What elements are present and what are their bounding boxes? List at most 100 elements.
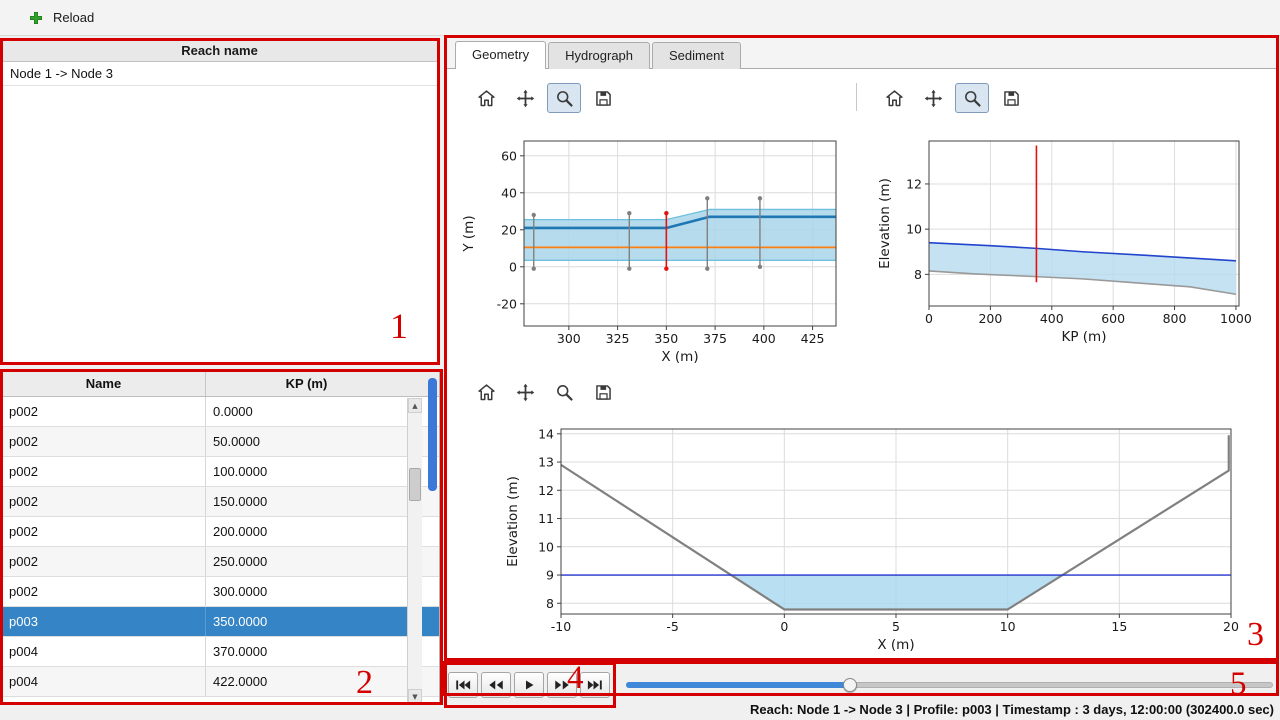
svg-text:200: 200: [978, 311, 1002, 326]
svg-text:20: 20: [1223, 619, 1239, 634]
svg-text:800: 800: [1163, 311, 1187, 326]
cell-kp: 50.0000: [213, 434, 260, 449]
cell-name: p002: [2, 457, 206, 486]
timestep-slider[interactable]: [626, 678, 1273, 692]
svg-text:13: 13: [538, 455, 554, 470]
table-row[interactable]: p004 422.0000: [2, 667, 439, 697]
rewind-icon: [489, 680, 503, 690]
cell-name: p004: [2, 667, 206, 696]
tab-hydrograph[interactable]: Hydrograph: [548, 42, 651, 69]
profile-chart-toolbar: [877, 83, 1028, 113]
svg-text:Y (m): Y (m): [461, 215, 477, 252]
cross-section-chart[interactable]: -10 -5 0 5 10 15 20 8 9 10 11 12 13 14 X (m) Elevation …: [449, 411, 1271, 661]
cell-kp: 100.0000: [213, 464, 268, 479]
slider-handle[interactable]: [842, 678, 857, 692]
table-row[interactable]: p002 0.0000: [2, 397, 439, 427]
profile-table-body: p002 0.0000 p002 50.0000 p002 100.0000 p002 150…: [2, 397, 439, 697]
cell-name: p002: [2, 547, 206, 576]
svg-text:X (m): X (m): [661, 349, 698, 365]
table-row[interactable]: p002 200.0000: [2, 517, 439, 547]
long-profile-chart[interactable]: 0 200 400 600 800 1000 8 10 12 KP (m) Elevation (m…: [866, 119, 1266, 371]
table-row[interactable]: p002 100.0000: [2, 457, 439, 487]
pan-icon: [516, 383, 534, 401]
panel-scrollbar-thumb[interactable]: [428, 378, 437, 491]
column-header-kp[interactable]: KP (m): [285, 376, 328, 391]
play-button[interactable]: [514, 672, 544, 698]
main-toolbar: Reload: [0, 0, 1280, 36]
svg-text:40: 40: [501, 185, 517, 200]
home-icon: [477, 383, 495, 400]
reach-list-item[interactable]: Node 1 -> Node 3: [2, 62, 437, 86]
svg-text:350: 350: [654, 331, 678, 346]
pan-icon: [924, 89, 942, 107]
column-header-name[interactable]: Name: [2, 372, 206, 396]
save-button[interactable]: [994, 83, 1028, 113]
skip-to-end-icon: [587, 680, 602, 690]
skip-to-start-icon: [456, 680, 471, 690]
table-scrollbar[interactable]: ▲ ▼: [407, 398, 422, 703]
toolbar-separator: [856, 83, 857, 111]
zoom-icon: [964, 90, 981, 107]
table-row[interactable]: p002 300.0000: [2, 577, 439, 607]
zoom-icon: [556, 90, 573, 107]
pan-button[interactable]: [916, 83, 950, 113]
table-row[interactable]: p003 350.0000: [2, 607, 439, 637]
table-row[interactable]: p002 150.0000: [2, 487, 439, 517]
zoom-button[interactable]: [955, 83, 989, 113]
zoom-button[interactable]: [547, 83, 581, 113]
svg-text:KP (m): KP (m): [1062, 329, 1107, 345]
plan-chart-toolbar: [469, 83, 620, 113]
playback-controls: [448, 672, 610, 698]
save-icon: [1003, 90, 1019, 106]
save-button[interactable]: [586, 377, 620, 407]
svg-text:375: 375: [703, 331, 727, 346]
scrollbar-down-icon[interactable]: ▼: [408, 689, 422, 703]
rewind-button[interactable]: [481, 672, 511, 698]
save-icon: [595, 384, 611, 400]
svg-text:-20: -20: [497, 296, 517, 311]
tab-sediment[interactable]: Sediment: [652, 42, 741, 69]
pan-button[interactable]: [508, 377, 542, 407]
cell-kp: 200.0000: [213, 524, 268, 539]
svg-text:Elevation (m): Elevation (m): [505, 476, 521, 567]
home-button[interactable]: [877, 83, 911, 113]
cell-name: p002: [2, 427, 206, 456]
home-button[interactable]: [469, 377, 503, 407]
scrollbar-up-icon[interactable]: ▲: [408, 398, 422, 413]
svg-text:0: 0: [925, 311, 933, 326]
home-icon: [885, 89, 903, 106]
pan-button[interactable]: [508, 83, 542, 113]
cell-name: p002: [2, 577, 206, 606]
svg-text:300: 300: [557, 331, 581, 346]
table-row[interactable]: p002 50.0000: [2, 427, 439, 457]
svg-text:10: 10: [538, 539, 554, 554]
skip-to-end-button[interactable]: [580, 672, 610, 698]
save-button[interactable]: [586, 83, 620, 113]
cell-kp: 422.0000: [213, 674, 268, 689]
scrollbar-thumb[interactable]: [409, 468, 421, 501]
plan-view-chart[interactable]: 300 325 350 375 400 425 -20 0 20 40 60 X (m) Y (m): [449, 119, 867, 371]
visualization-panel: Geometry Hydrograph Sediment: [446, 36, 1278, 661]
fast-forward-button[interactable]: [547, 672, 577, 698]
play-icon: [526, 680, 534, 690]
tab-geometry[interactable]: Geometry: [455, 41, 547, 69]
reload-button[interactable]: Reload: [18, 6, 104, 30]
tab-bar: Geometry Hydrograph Sediment: [455, 41, 741, 69]
table-row[interactable]: p004 370.0000: [2, 637, 439, 667]
svg-text:10: 10: [1000, 619, 1016, 634]
svg-text:20: 20: [501, 222, 517, 237]
skip-to-start-button[interactable]: [448, 672, 478, 698]
svg-text:425: 425: [801, 331, 825, 346]
zoom-button[interactable]: [547, 377, 581, 407]
cell-name: p004: [2, 637, 206, 666]
svg-text:-5: -5: [666, 619, 678, 634]
svg-text:400: 400: [1040, 311, 1064, 326]
svg-text:8: 8: [546, 596, 554, 611]
cell-kp: 0.0000: [213, 404, 253, 419]
home-button[interactable]: [469, 83, 503, 113]
svg-text:-10: -10: [551, 619, 571, 634]
svg-text:15: 15: [1111, 619, 1127, 634]
table-row[interactable]: p002 250.0000: [2, 547, 439, 577]
svg-text:12: 12: [906, 176, 922, 191]
